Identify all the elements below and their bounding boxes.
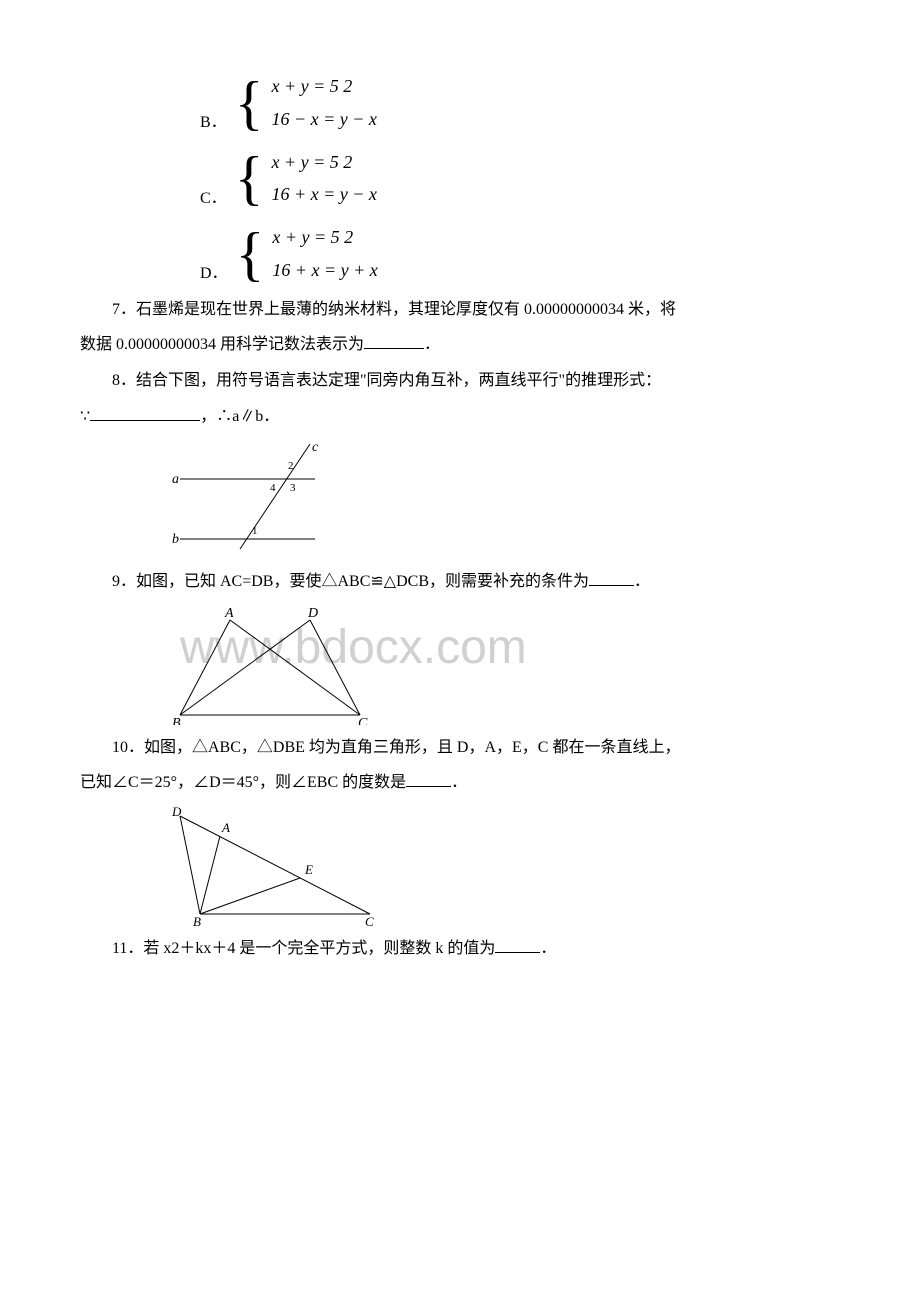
q11-suffix: ． bbox=[540, 940, 556, 957]
q10-figure: D A E B C bbox=[160, 806, 390, 926]
option-b-label: B． bbox=[200, 110, 227, 136]
label-3: 3 bbox=[290, 482, 296, 494]
q8-therefore: ，∴a∥b． bbox=[200, 408, 279, 425]
option-b-eq1: x + y = 5 2 bbox=[272, 70, 377, 103]
option-d-eq2: 16 + x = y + x bbox=[272, 254, 377, 287]
q10-text: 已知∠C＝25°，∠D＝45°，则∠EBC 的度数是 bbox=[80, 774, 406, 791]
q9-blank bbox=[589, 569, 634, 586]
label-c: c bbox=[312, 440, 319, 455]
question-9: 9．如图，已知 AC=DB，要使△ABC≌△DCB，则需要补充的条件为 ． bbox=[80, 569, 840, 595]
q10-blank bbox=[406, 770, 451, 787]
label-A: A bbox=[221, 820, 230, 835]
q8-blank bbox=[90, 404, 200, 421]
brace-icon: { bbox=[235, 76, 264, 130]
label-D: D bbox=[307, 606, 318, 621]
label-2: 2 bbox=[288, 460, 294, 472]
question-8-line1: 8．结合下图，用符号语言表达定理"同旁内角互补，两直线平行"的推理形式： bbox=[80, 368, 840, 394]
label-a: a bbox=[172, 472, 179, 487]
q11-text: 11．若 x2＋kx＋4 是一个完全平方式，则整数 k 的值为 bbox=[112, 940, 495, 957]
option-b: B． { x + y = 5 2 16 − x = y − x bbox=[200, 70, 840, 136]
q7-blank bbox=[364, 332, 424, 349]
question-11: 11．若 x2＋kx＋4 是一个完全平方式，则整数 k 的值为 ． bbox=[80, 936, 840, 962]
label-E: E bbox=[304, 862, 313, 877]
label-A: A bbox=[224, 606, 234, 621]
q9-figure: A D B C bbox=[160, 605, 380, 725]
q10-suffix: ． bbox=[451, 774, 467, 791]
option-c-eq2: 16 + x = y − x bbox=[272, 178, 377, 211]
question-10-line1: 10．如图，△ABC，△DBE 均为直角三角形，且 D，A，E，C 都在一条直线… bbox=[80, 735, 840, 761]
question-10-line2: 已知∠C＝25°，∠D＝45°，则∠EBC 的度数是 ． bbox=[80, 770, 840, 796]
question-8-line2: ∵ ，∴a∥b． bbox=[80, 404, 840, 430]
option-b-equations: { x + y = 5 2 16 − x = y − x bbox=[235, 70, 377, 136]
option-d-eq1: x + y = 5 2 bbox=[272, 221, 377, 254]
option-d-equations: { x + y = 5 2 16 + x = y + x bbox=[236, 221, 378, 287]
option-c-equations: { x + y = 5 2 16 + x = y − x bbox=[235, 146, 377, 212]
brace-icon: { bbox=[235, 151, 264, 205]
label-B: B bbox=[193, 914, 201, 926]
q7-text: 数据 0.00000000034 用科学记数法表示为 bbox=[80, 336, 364, 353]
label-B: B bbox=[172, 716, 181, 725]
q11-blank bbox=[495, 936, 540, 953]
question-7-line1: 7．石墨烯是现在世界上最薄的纳米材料，其理论厚度仅有 0.00000000034… bbox=[80, 297, 840, 323]
label-1: 1 bbox=[252, 525, 258, 537]
option-d-label: D． bbox=[200, 261, 228, 287]
option-c-label: C． bbox=[200, 186, 227, 212]
q9-text: 9．如图，已知 AC=DB，要使△ABC≌△DCB，则需要补充的条件为 bbox=[112, 573, 589, 590]
q8-because: ∵ bbox=[80, 408, 90, 425]
option-c: C． { x + y = 5 2 16 + x = y − x bbox=[200, 146, 840, 212]
option-b-eq2: 16 − x = y − x bbox=[272, 103, 377, 136]
q8-figure: a b c 2 3 4 1 bbox=[160, 439, 340, 559]
label-C: C bbox=[365, 914, 374, 926]
option-c-eq1: x + y = 5 2 bbox=[272, 146, 377, 179]
label-C: C bbox=[358, 716, 368, 725]
label-D: D bbox=[171, 806, 182, 819]
label-4: 4 bbox=[270, 482, 276, 494]
label-b: b bbox=[172, 532, 179, 547]
brace-icon: { bbox=[236, 227, 265, 281]
q7-suffix: ． bbox=[424, 336, 440, 353]
page-content: B． { x + y = 5 2 16 − x = y − x C． { x +… bbox=[80, 70, 840, 962]
q9-suffix: ． bbox=[634, 573, 650, 590]
option-d: D． { x + y = 5 2 16 + x = y + x bbox=[200, 221, 840, 287]
question-7-line2: 数据 0.00000000034 用科学记数法表示为 ． bbox=[80, 332, 840, 358]
